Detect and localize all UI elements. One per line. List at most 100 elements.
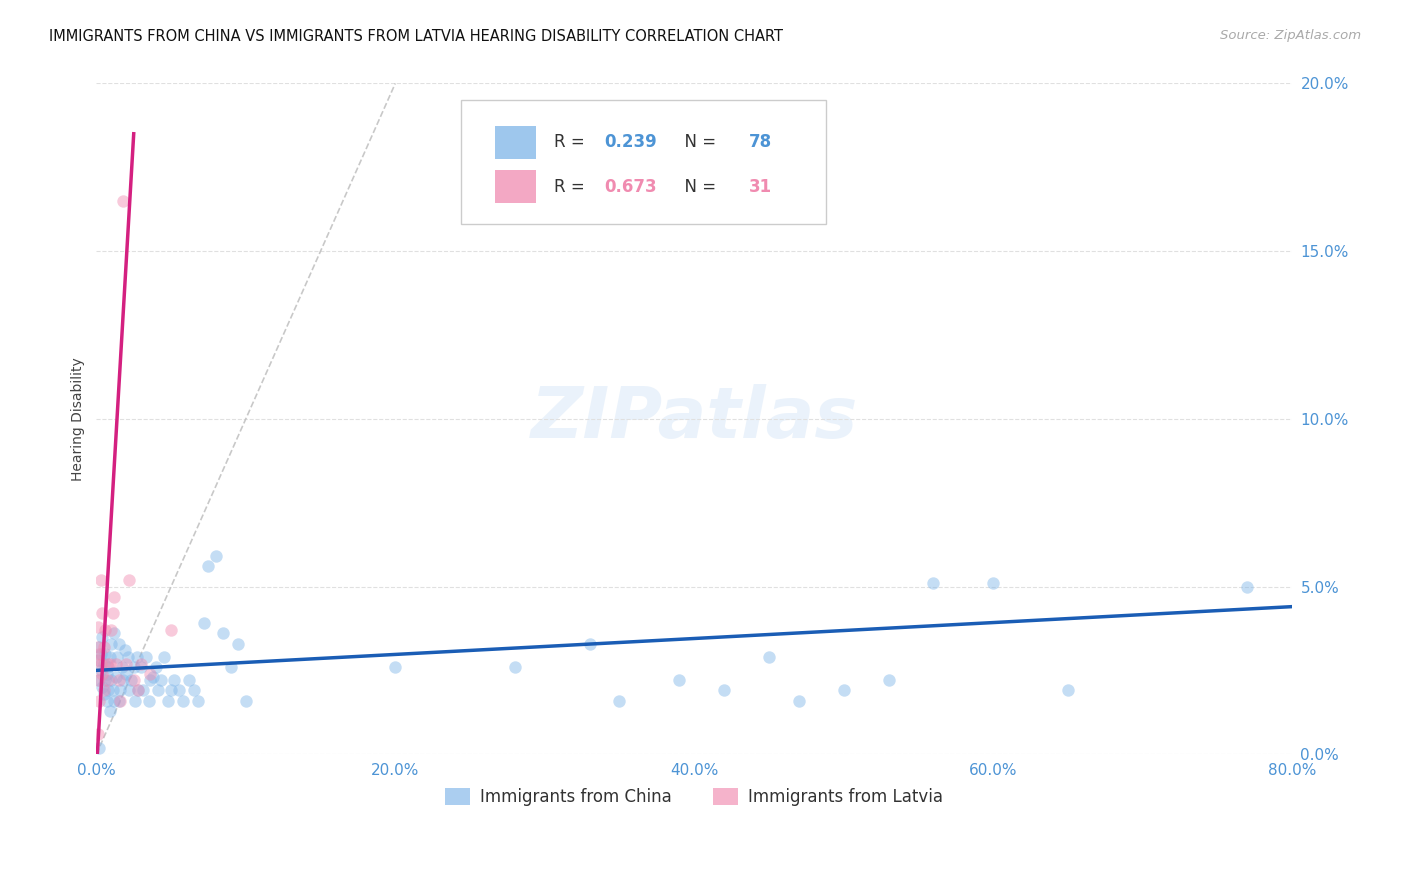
Point — [578, 636, 600, 650]
Point — [129, 660, 152, 674]
Point — [111, 660, 134, 674]
Point — [212, 626, 235, 640]
Point — [89, 673, 111, 688]
Point — [1057, 683, 1080, 698]
Point — [219, 660, 242, 674]
Point — [91, 630, 114, 644]
Point — [90, 664, 112, 678]
Point — [131, 683, 153, 698]
Point — [160, 623, 183, 637]
Point — [152, 649, 174, 664]
Point — [384, 660, 406, 674]
Point — [110, 693, 132, 707]
Point — [117, 649, 139, 664]
Point — [112, 194, 135, 208]
Point — [97, 683, 120, 698]
Point — [163, 673, 186, 688]
Point — [100, 623, 122, 637]
Text: N =: N = — [673, 178, 721, 195]
Point — [98, 704, 121, 718]
Legend: Immigrants from China, Immigrants from Latvia: Immigrants from China, Immigrants from L… — [439, 781, 950, 813]
Text: R =: R = — [554, 178, 591, 195]
Point — [94, 623, 117, 637]
Point — [668, 673, 690, 688]
Point — [87, 620, 110, 634]
Point — [103, 626, 125, 640]
Point — [149, 673, 172, 688]
Point — [110, 683, 132, 698]
Point — [139, 666, 162, 681]
Point — [97, 660, 120, 674]
Point — [877, 673, 900, 688]
Point — [609, 693, 631, 707]
Point — [98, 649, 121, 664]
Point — [97, 673, 120, 688]
Point — [107, 673, 129, 688]
Point — [139, 673, 162, 688]
Point — [91, 607, 114, 621]
Point — [129, 657, 152, 671]
Point — [142, 670, 165, 684]
Text: N =: N = — [673, 133, 721, 152]
Point — [193, 616, 215, 631]
Point — [93, 683, 115, 698]
Point — [1236, 580, 1258, 594]
Point — [107, 636, 129, 650]
Point — [758, 649, 780, 664]
Point — [87, 727, 110, 741]
Point — [91, 666, 114, 681]
Point — [96, 693, 118, 707]
Point — [94, 647, 117, 661]
Point — [105, 649, 128, 664]
Point — [187, 693, 209, 707]
Point — [145, 660, 167, 674]
Point — [96, 657, 118, 671]
Point — [98, 657, 121, 671]
Text: IMMIGRANTS FROM CHINA VS IMMIGRANTS FROM LATVIA HEARING DISABILITY CORRELATION C: IMMIGRANTS FROM CHINA VS IMMIGRANTS FROM… — [49, 29, 783, 44]
Point — [87, 653, 110, 667]
Bar — [495, 126, 537, 159]
Text: 0.673: 0.673 — [605, 178, 657, 195]
Text: 0.239: 0.239 — [605, 133, 657, 152]
Text: Source: ZipAtlas.com: Source: ZipAtlas.com — [1220, 29, 1361, 42]
Point — [90, 647, 112, 661]
Point — [103, 590, 125, 604]
Point — [120, 673, 142, 688]
Point — [93, 640, 115, 654]
Point — [118, 573, 141, 587]
Point — [157, 693, 180, 707]
Point — [160, 683, 183, 698]
Point — [90, 573, 112, 587]
Point — [112, 673, 135, 688]
Point — [118, 683, 141, 698]
Text: R =: R = — [554, 133, 591, 152]
Point — [114, 643, 136, 657]
Point — [177, 673, 200, 688]
Point — [115, 666, 138, 681]
Bar — [495, 169, 537, 203]
Point — [91, 680, 114, 694]
Point — [124, 693, 146, 707]
Point — [89, 640, 111, 654]
Point — [922, 576, 945, 591]
Point — [125, 649, 148, 664]
Point — [101, 607, 124, 621]
Y-axis label: Hearing Disability: Hearing Disability — [72, 357, 86, 481]
Point — [122, 673, 145, 688]
Point — [228, 636, 250, 650]
Point — [90, 657, 112, 671]
Point — [101, 683, 124, 698]
Point — [122, 660, 145, 674]
Text: 78: 78 — [749, 133, 772, 152]
Text: 31: 31 — [749, 178, 772, 195]
Point — [93, 687, 115, 701]
Point — [172, 693, 194, 707]
Point — [115, 657, 138, 671]
Point — [89, 693, 111, 707]
Point — [167, 683, 190, 698]
Point — [94, 673, 117, 688]
Point — [205, 549, 228, 564]
Point — [832, 683, 855, 698]
Point — [87, 673, 110, 688]
Point — [100, 673, 122, 688]
